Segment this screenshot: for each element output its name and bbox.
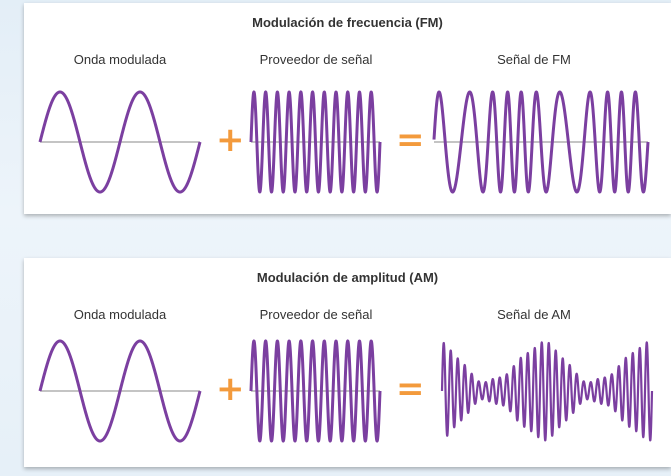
am-modulating-wave <box>38 339 202 443</box>
am-title: Modulación de amplitud (AM) <box>256 270 439 285</box>
fm-modulating-wave <box>38 90 202 194</box>
fm-title: Modulación de frecuencia (FM) <box>252 15 443 30</box>
am-result-wave <box>440 341 654 442</box>
am-waves <box>38 339 654 443</box>
am-panel: Modulación de amplitud (AM) Onda modulad… <box>24 258 671 467</box>
am-carrier-label: Proveedor de señal <box>259 307 373 322</box>
fm-result-label: Señal de FM <box>497 52 571 67</box>
am-carrier-wave <box>249 339 382 443</box>
am-plus-sign: + <box>216 369 245 409</box>
fm-plus-sign: + <box>216 120 245 160</box>
am-equals-sign: = <box>396 369 425 409</box>
fm-equals-sign: = <box>396 120 425 160</box>
fm-result-wave <box>432 90 650 194</box>
fm-modulating-label: Onda modulada <box>73 52 167 67</box>
am-result-label: Señal de AM <box>497 307 571 322</box>
fm-waves <box>38 90 650 194</box>
fm-panel: Modulación de frecuencia (FM) Onda modul… <box>24 3 671 214</box>
fm-carrier-wave <box>249 90 382 194</box>
am-modulating-label: Onda modulada <box>73 307 167 322</box>
fm-carrier-label: Proveedor de señal <box>259 52 373 67</box>
